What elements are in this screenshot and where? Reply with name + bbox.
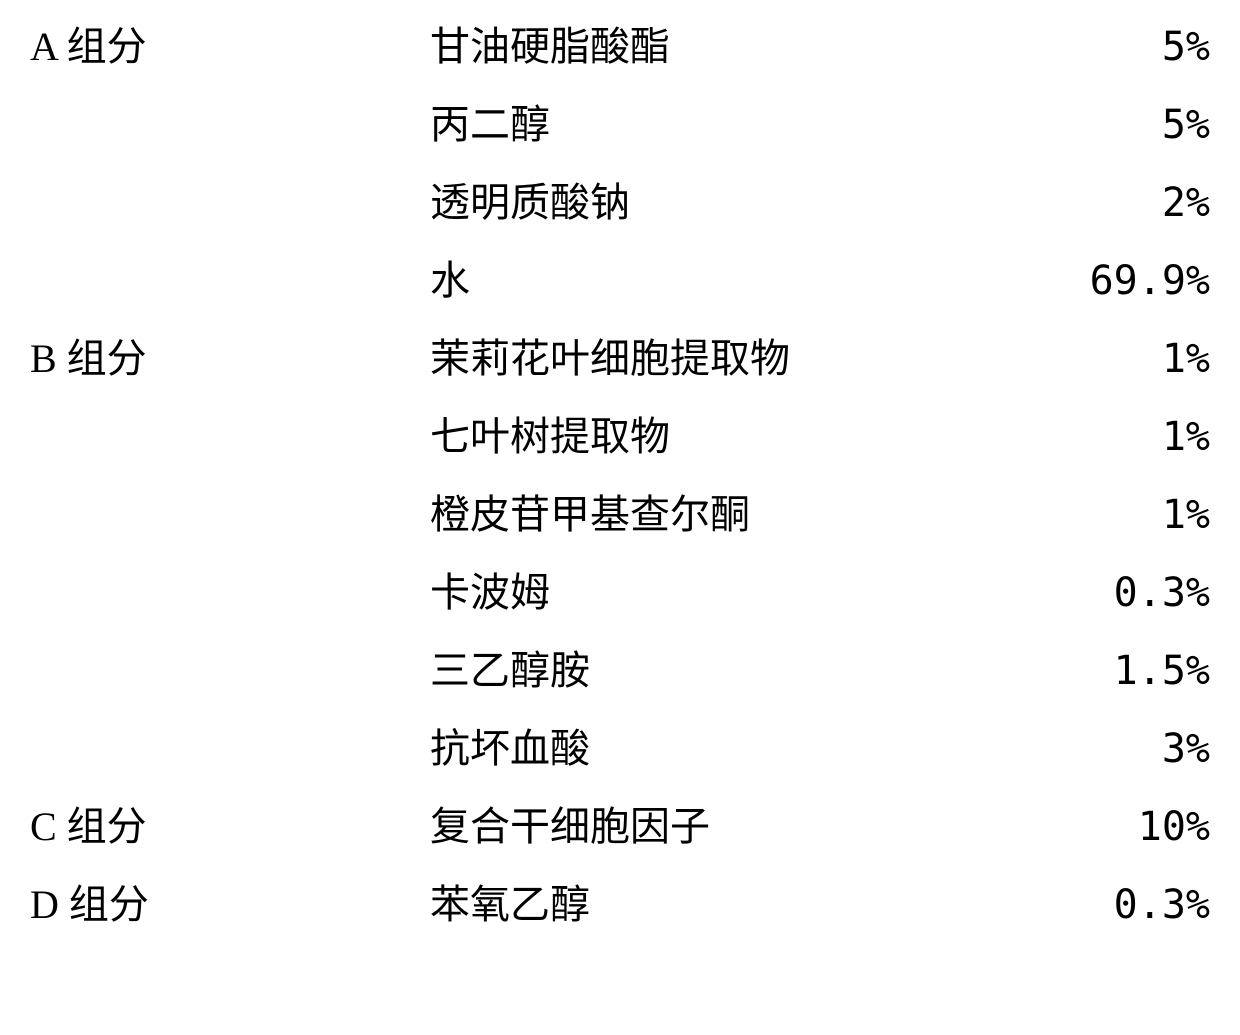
table-row: D 组分 苯氧乙醇 0.3% <box>30 866 1240 944</box>
ingredient-cell: 抗坏血酸 <box>430 710 1010 788</box>
percent-cell: 3% <box>1010 710 1210 788</box>
percent-cell: 5% <box>1010 8 1210 86</box>
ingredient-cell: 七叶树提取物 <box>430 398 1010 476</box>
table-row: B 组分 茉莉花叶细胞提取物 1% <box>30 320 1240 398</box>
ingredient-cell: 甘油硬脂酸酯 <box>430 8 1010 86</box>
percent-cell: 10% <box>1010 788 1210 866</box>
ingredient-cell: 透明质酸钠 <box>430 164 1010 242</box>
table-row: 丙二醇 5% <box>30 86 1240 164</box>
ingredient-cell: 卡波姆 <box>430 554 1010 632</box>
ingredient-cell: 橙皮苷甲基查尔酮 <box>430 476 1010 554</box>
percent-cell: 69.9% <box>1010 242 1210 320</box>
percent-cell: 2% <box>1010 164 1210 242</box>
ingredient-cell: 复合干细胞因子 <box>430 788 1010 866</box>
table-row: 透明质酸钠 2% <box>30 164 1240 242</box>
percent-cell: 1% <box>1010 320 1210 398</box>
ingredient-cell: 苯氧乙醇 <box>430 866 1010 944</box>
table-row: 七叶树提取物 1% <box>30 398 1240 476</box>
percent-cell: 0.3% <box>1010 866 1210 944</box>
ingredient-cell: 丙二醇 <box>430 86 1010 164</box>
group-cell: D 组分 <box>30 866 430 944</box>
formulation-table: A 组分 甘油硬脂酸酯 5% 丙二醇 5% 透明质酸钠 2% 水 69.9% B… <box>0 0 1240 1035</box>
percent-cell: 1.5% <box>1010 632 1210 710</box>
table-row: 三乙醇胺 1.5% <box>30 632 1240 710</box>
table-row: C 组分 复合干细胞因子 10% <box>30 788 1240 866</box>
group-cell: A 组分 <box>30 8 430 86</box>
percent-cell: 0.3% <box>1010 554 1210 632</box>
table-row: 橙皮苷甲基查尔酮 1% <box>30 476 1240 554</box>
group-cell: C 组分 <box>30 788 430 866</box>
table-row: 水 69.9% <box>30 242 1240 320</box>
table-row: 卡波姆 0.3% <box>30 554 1240 632</box>
ingredient-cell: 三乙醇胺 <box>430 632 1010 710</box>
table-row: 抗坏血酸 3% <box>30 710 1240 788</box>
table-row: A 组分 甘油硬脂酸酯 5% <box>30 8 1240 86</box>
percent-cell: 1% <box>1010 476 1210 554</box>
percent-cell: 5% <box>1010 86 1210 164</box>
ingredient-cell: 茉莉花叶细胞提取物 <box>430 320 1010 398</box>
percent-cell: 1% <box>1010 398 1210 476</box>
group-cell: B 组分 <box>30 320 430 398</box>
ingredient-cell: 水 <box>430 242 1010 320</box>
